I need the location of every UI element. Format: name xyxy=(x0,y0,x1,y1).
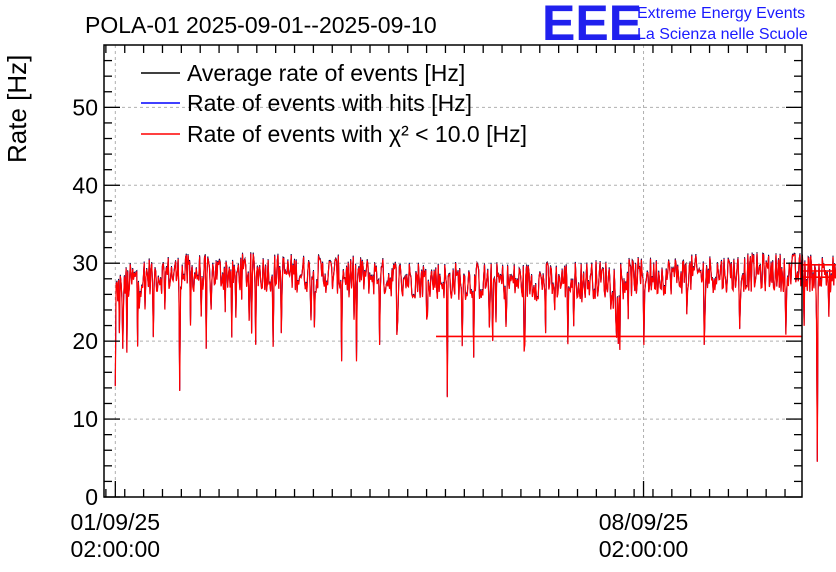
legend-label-average: Average rate of events [Hz] xyxy=(187,60,465,86)
legend-label-hits: Rate of events with hits [Hz] xyxy=(187,90,472,116)
x-tick-label: 02:00:00 xyxy=(599,536,689,562)
legend: Average rate of events [Hz] Rate of even… xyxy=(141,60,527,147)
eee-logo: EEE Extreme Energy Events La Scienza nel… xyxy=(542,0,808,51)
y-tick-label: 20 xyxy=(72,328,98,354)
logo-line1: Extreme Energy Events xyxy=(637,5,805,22)
y-axis-label: Rate [Hz] xyxy=(2,55,32,163)
chart-title: POLA-01 2025-09-01--2025-09-10 xyxy=(85,12,437,38)
x-tick-label: 02:00:00 xyxy=(71,536,161,562)
y-tick-labels: 0 10 20 30 40 50 xyxy=(72,94,98,510)
x-tick-label: 08/09/25 xyxy=(599,509,689,535)
logo-letters: EEE xyxy=(542,0,642,51)
logo-line2: La Scienza nelle Scuole xyxy=(637,26,808,43)
y-tick-label: 10 xyxy=(72,406,98,432)
data-traces xyxy=(114,252,836,462)
series-chi2-line xyxy=(114,253,836,462)
plot-frame xyxy=(103,44,803,498)
y-tick-label: 50 xyxy=(72,94,98,120)
x-tick-label: 01/09/25 xyxy=(71,509,161,535)
axis-ticks xyxy=(104,45,802,498)
y-tick-label: 0 xyxy=(85,484,98,510)
y-tick-label: 30 xyxy=(72,250,98,276)
y-tick-label: 40 xyxy=(72,172,98,198)
legend-label-chi2: Rate of events with χ² < 10.0 [Hz] xyxy=(187,121,527,147)
